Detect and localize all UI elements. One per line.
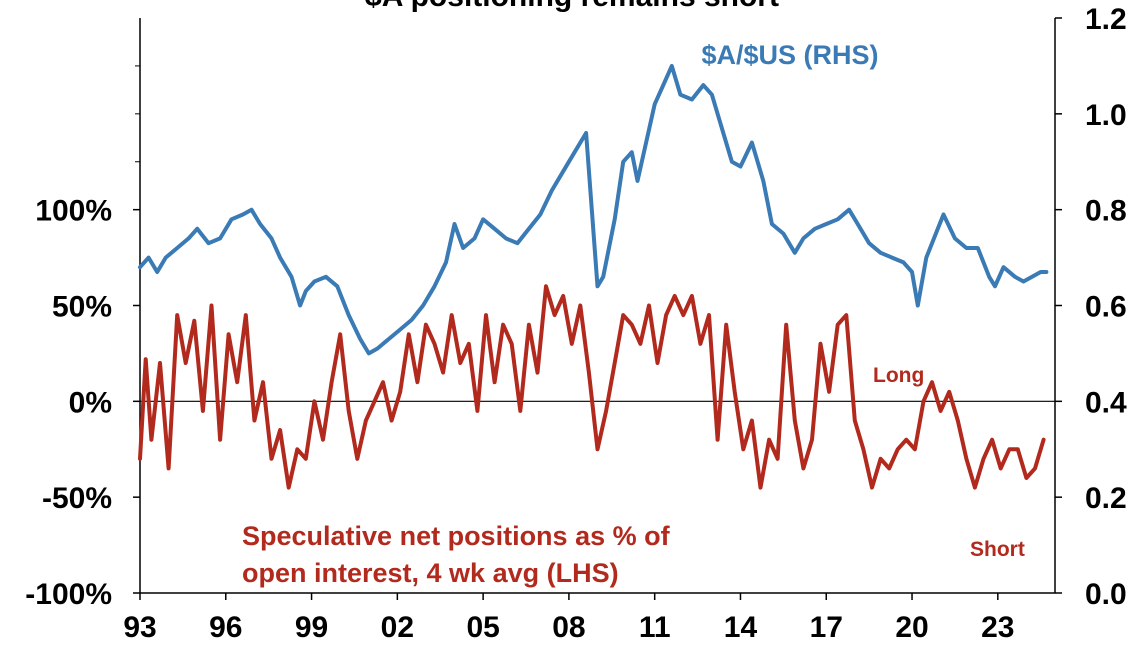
right-axis-ticks: 0.0 0.2 0.4 0.6 0.8 1.0 1.2	[1055, 3, 1127, 611]
x-tick-label: 02	[381, 611, 414, 644]
x-tick-label: 11	[639, 611, 671, 644]
x-tick-label: 08	[552, 611, 585, 644]
positions-series-label-line2: open interest, 4 wk avg (LHS)	[242, 558, 619, 588]
right-tick-label: 0.8	[1085, 195, 1127, 228]
left-axis-ticks: -100% -50% 0% 50% 100%	[25, 65, 140, 611]
left-tick-label: 100%	[35, 195, 112, 228]
right-tick-label: 0.6	[1085, 291, 1127, 324]
fx-rate-line	[138, 63, 1049, 356]
x-tick-label: 14	[724, 611, 758, 644]
speculative-positions-line	[138, 284, 1046, 490]
left-tick-label: 50%	[52, 291, 112, 324]
right-tick-label: 1.2	[1085, 3, 1127, 36]
x-tick-label: 96	[209, 611, 242, 644]
right-tick-label: 0.2	[1085, 482, 1127, 515]
left-tick-label: -50%	[42, 482, 112, 515]
chart-title: $A positioning remains short	[365, 0, 779, 13]
right-tick-label: 1.0	[1085, 99, 1127, 132]
x-tick-label: 20	[895, 611, 928, 644]
x-tick-label: 99	[295, 611, 328, 644]
x-tick-label: 93	[123, 611, 156, 644]
series-layer	[138, 63, 1049, 490]
fx-series-label: $A/$US (RHS)	[701, 40, 878, 70]
right-tick-label: 0.0	[1085, 578, 1127, 611]
x-tick-label: 05	[466, 611, 499, 644]
left-tick-label: 0%	[69, 386, 112, 419]
positions-series-label-line1: Speculative net positions as % of	[242, 521, 671, 551]
long-label: Long	[873, 364, 924, 387]
left-tick-label: -100%	[25, 578, 112, 611]
right-tick-label: 0.4	[1085, 386, 1127, 419]
x-tick-label: 23	[981, 611, 1014, 644]
short-label: Short	[970, 538, 1025, 561]
x-axis-ticks: 93 96 99 02 05 08 11 14 17 20 23	[123, 593, 1015, 644]
x-tick-label: 17	[810, 611, 843, 644]
